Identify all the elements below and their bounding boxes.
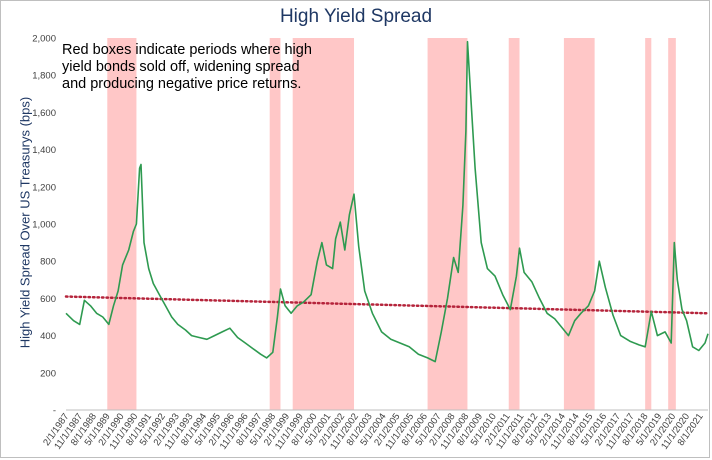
y-tick-label: 1,000 [32,220,56,231]
selloff-period-box [107,38,137,410]
selloff-period-box [645,38,652,410]
selloff-period-box [508,38,520,410]
y-tick-label: 400 [40,331,56,342]
chart-title: High Yield Spread [279,6,433,27]
y-tick-label: 1,800 [32,71,56,82]
y-tick-label: 200 [40,368,56,379]
y-tick-label: 800 [40,257,56,268]
selloff-period-box [292,38,355,410]
trendline [64,295,710,315]
chart-annotation: Red boxes indicate periods where high yi… [62,42,312,92]
y-tick-label: 1,200 [32,182,56,193]
selloff-period-box [563,38,595,410]
selloff-period-box [269,38,281,410]
series-line-high-yield-spread [65,40,709,363]
y-tick-label: 2,000 [32,34,56,45]
selloff-period-box [668,38,676,410]
y-tick-label: 1,400 [32,145,56,156]
y-tick-label: 600 [40,294,56,305]
y-tick-label: - [53,406,56,417]
y-tick-label: 1,600 [32,108,56,119]
